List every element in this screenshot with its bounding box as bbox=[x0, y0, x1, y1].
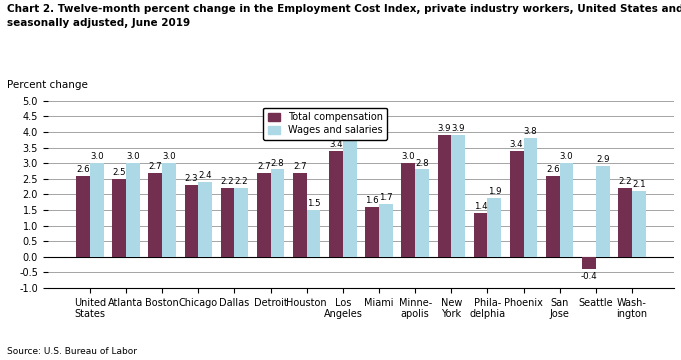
Bar bbox=[148, 172, 162, 257]
Text: 4.3: 4.3 bbox=[343, 112, 357, 121]
Bar bbox=[306, 210, 321, 257]
Text: 2.9: 2.9 bbox=[596, 156, 609, 165]
Text: 3.4: 3.4 bbox=[510, 140, 524, 149]
Text: Chart 2. Twelve-month percent change in the Employment Cost Index, private indus: Chart 2. Twelve-month percent change in … bbox=[7, 4, 681, 14]
Bar bbox=[90, 163, 104, 257]
Text: 2.7: 2.7 bbox=[257, 162, 270, 171]
Bar bbox=[560, 163, 573, 257]
Text: 2.4: 2.4 bbox=[198, 171, 212, 180]
Text: Percent change: Percent change bbox=[7, 80, 88, 90]
Bar bbox=[438, 135, 452, 257]
Bar bbox=[112, 179, 126, 257]
Bar bbox=[582, 257, 596, 269]
Bar bbox=[198, 182, 212, 257]
Text: 2.6: 2.6 bbox=[76, 165, 90, 174]
Text: 1.4: 1.4 bbox=[474, 202, 488, 211]
Text: 1.9: 1.9 bbox=[488, 186, 501, 195]
Text: 1.6: 1.6 bbox=[365, 196, 379, 205]
Bar bbox=[618, 188, 632, 257]
Bar bbox=[632, 191, 646, 257]
Text: 2.3: 2.3 bbox=[185, 174, 198, 183]
Text: 2.5: 2.5 bbox=[112, 168, 126, 177]
Bar bbox=[329, 151, 343, 257]
Text: 3.9: 3.9 bbox=[452, 124, 465, 133]
Text: 1.5: 1.5 bbox=[306, 199, 320, 208]
Text: 3.0: 3.0 bbox=[560, 152, 573, 161]
Text: 2.7: 2.7 bbox=[293, 162, 306, 171]
Bar bbox=[474, 213, 488, 257]
Text: seasonally adjusted, June 2019: seasonally adjusted, June 2019 bbox=[7, 18, 190, 28]
Bar bbox=[234, 188, 248, 257]
Text: 3.0: 3.0 bbox=[126, 152, 140, 161]
Text: 3.0: 3.0 bbox=[402, 152, 415, 161]
Bar bbox=[524, 138, 537, 257]
Bar bbox=[415, 170, 429, 257]
Bar bbox=[162, 163, 176, 257]
Text: -0.4: -0.4 bbox=[581, 272, 597, 281]
Legend: Total compensation, Wages and salaries: Total compensation, Wages and salaries bbox=[264, 108, 387, 140]
Text: 2.2: 2.2 bbox=[221, 177, 234, 186]
Bar bbox=[546, 176, 560, 257]
Text: 3.8: 3.8 bbox=[524, 127, 537, 136]
Bar bbox=[270, 170, 284, 257]
Text: Source: U.S. Bureau of Labor: Source: U.S. Bureau of Labor bbox=[7, 347, 137, 356]
Text: 2.2: 2.2 bbox=[234, 177, 248, 186]
Bar bbox=[221, 188, 234, 257]
Bar bbox=[126, 163, 140, 257]
Text: 2.2: 2.2 bbox=[618, 177, 632, 186]
Bar bbox=[185, 185, 198, 257]
Bar bbox=[596, 166, 609, 257]
Text: 3.9: 3.9 bbox=[438, 124, 452, 133]
Bar bbox=[257, 172, 270, 257]
Text: 3.4: 3.4 bbox=[329, 140, 343, 149]
Text: 2.8: 2.8 bbox=[415, 158, 429, 167]
Text: 1.7: 1.7 bbox=[379, 193, 393, 202]
Bar bbox=[452, 135, 465, 257]
Text: 2.8: 2.8 bbox=[270, 158, 284, 167]
Bar bbox=[365, 207, 379, 257]
Bar bbox=[343, 123, 357, 257]
Bar bbox=[401, 163, 415, 257]
Text: 2.6: 2.6 bbox=[546, 165, 560, 174]
Text: 3.0: 3.0 bbox=[162, 152, 176, 161]
Bar bbox=[488, 198, 501, 257]
Bar bbox=[76, 176, 90, 257]
Bar bbox=[293, 172, 306, 257]
Bar bbox=[379, 204, 393, 257]
Text: 3.0: 3.0 bbox=[90, 152, 104, 161]
Bar bbox=[510, 151, 524, 257]
Text: 2.7: 2.7 bbox=[148, 162, 162, 171]
Text: 2.1: 2.1 bbox=[632, 180, 646, 189]
